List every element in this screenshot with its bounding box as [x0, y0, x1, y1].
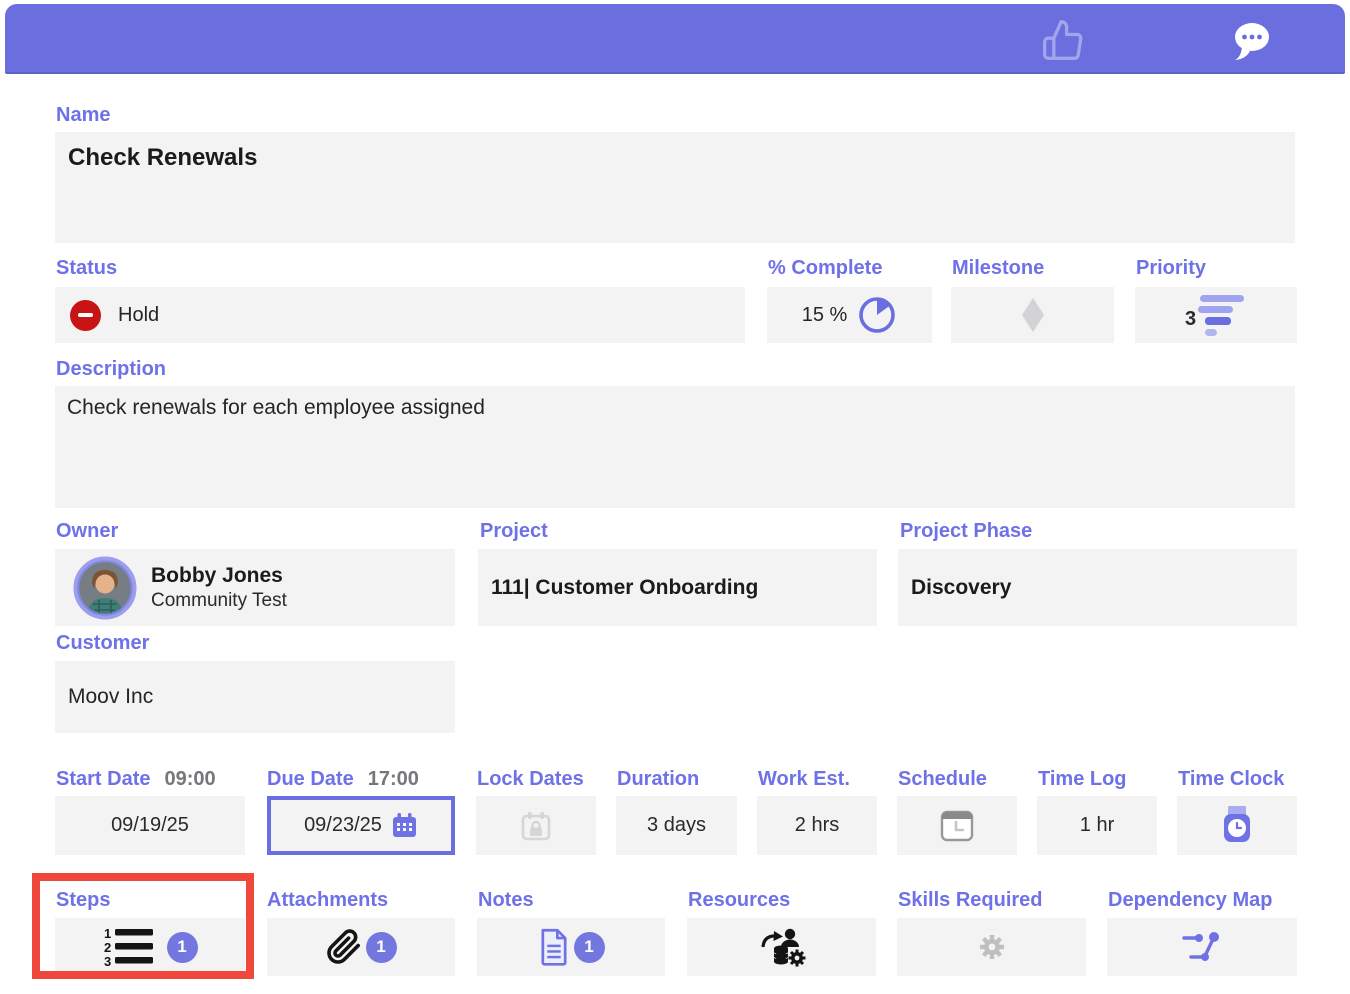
- milestone-label: Milestone: [952, 257, 1045, 279]
- work-est-field[interactable]: 2 hrs: [757, 796, 877, 855]
- node-link-icon: [1180, 928, 1224, 966]
- start-date-time: 09:00: [164, 768, 216, 790]
- start-date-label: Start Date 09:00: [56, 768, 216, 790]
- project-phase-field[interactable]: Discovery: [898, 549, 1297, 626]
- percent-complete-field[interactable]: 15 %: [767, 287, 932, 343]
- description-value: Check renewals for each employee assigne…: [67, 396, 485, 419]
- customer-value: Moov Inc: [68, 685, 154, 708]
- schedule-field[interactable]: [897, 796, 1017, 855]
- project-field[interactable]: 111| Customer Onboarding: [478, 549, 877, 626]
- work-est-label: Work Est.: [758, 768, 850, 790]
- resources-icon: [757, 925, 807, 969]
- start-date-value: 09/19/25: [111, 814, 189, 836]
- attachments-count-badge: 1: [365, 931, 397, 963]
- time-log-field[interactable]: 1 hr: [1037, 796, 1157, 855]
- calendar-lock-icon: [519, 809, 553, 843]
- schedule-label: Schedule: [898, 768, 987, 790]
- time-log-value: 1 hr: [1079, 814, 1115, 836]
- notes-field[interactable]: 1: [477, 918, 665, 976]
- svg-text:2: 2: [104, 940, 111, 955]
- project-phase-label: Project Phase: [900, 520, 1033, 542]
- notes-label: Notes: [478, 889, 534, 911]
- project-value: 111| Customer Onboarding: [491, 575, 759, 599]
- percent-complete-value: 15 %: [801, 303, 848, 326]
- work-est-value: 2 hrs: [794, 814, 840, 836]
- status-field[interactable]: Hold: [55, 287, 745, 343]
- attachments-label: Attachments: [267, 889, 389, 911]
- priority-value: 3: [1185, 308, 1197, 330]
- resources-field[interactable]: [687, 918, 876, 976]
- milestone-field[interactable]: [951, 287, 1114, 343]
- start-date-field[interactable]: 09/19/25: [55, 796, 245, 855]
- due-date-time: 17:00: [367, 768, 419, 790]
- lock-dates-label: Lock Dates: [477, 768, 584, 790]
- milestone-diamond-icon: [1018, 295, 1048, 335]
- status-value: Hold: [118, 303, 160, 326]
- customer-label: Customer: [56, 632, 150, 654]
- priority-label: Priority: [1136, 257, 1207, 279]
- calendar-icon: [391, 812, 418, 839]
- name-field[interactable]: Check Renewals: [55, 132, 1295, 243]
- pie-progress-icon: [857, 295, 897, 335]
- steps-label: Steps: [56, 889, 111, 911]
- time-log-label: Time Log: [1038, 768, 1127, 790]
- chat-bubble-icon[interactable]: [1227, 20, 1277, 64]
- time-clock-label: Time Clock: [1178, 768, 1285, 790]
- punch-clock-icon: [1219, 805, 1255, 847]
- name-value: Check Renewals: [68, 144, 258, 171]
- priority-bars-icon: 3: [1185, 292, 1247, 338]
- project-label: Project: [480, 520, 548, 542]
- status-hold-icon: [70, 299, 101, 331]
- name-label: Name: [56, 104, 111, 126]
- customer-field[interactable]: Moov Inc: [55, 661, 455, 733]
- thumbs-up-icon[interactable]: [1040, 18, 1086, 62]
- title-bar: [5, 4, 1345, 74]
- owner-field[interactable]: Bobby Jones Community Test: [55, 549, 455, 626]
- svg-text:1: 1: [104, 926, 111, 941]
- due-date-field[interactable]: 09/23/25: [267, 796, 455, 855]
- duration-field[interactable]: 3 days: [616, 796, 737, 855]
- time-clock-field[interactable]: [1177, 796, 1297, 855]
- resources-label: Resources: [688, 889, 791, 911]
- gear-icon: [975, 930, 1009, 964]
- due-date-value: 09/23/25: [304, 814, 382, 836]
- owner-org: Community Test: [151, 589, 287, 611]
- description-label: Description: [56, 358, 167, 380]
- project-phase-value: Discovery: [911, 575, 1012, 599]
- description-field[interactable]: Check renewals for each employee assigne…: [55, 386, 1295, 508]
- status-label: Status: [56, 257, 118, 279]
- calendar-clock-icon: [939, 809, 975, 843]
- dependency-map-label: Dependency Map: [1108, 889, 1273, 911]
- skills-required-field[interactable]: [897, 918, 1086, 976]
- document-icon: [538, 928, 570, 966]
- duration-label: Duration: [617, 768, 700, 790]
- attachments-field[interactable]: 1: [267, 918, 455, 976]
- avatar: [73, 556, 137, 620]
- paperclip-icon: [326, 929, 362, 965]
- notes-count-badge: 1: [573, 931, 605, 963]
- svg-text:3: 3: [104, 954, 111, 969]
- percent-complete-label: % Complete: [768, 257, 883, 279]
- lock-dates-field[interactable]: [476, 796, 596, 855]
- due-date-label: Due Date 17:00: [267, 768, 419, 790]
- steps-count-badge: 1: [166, 931, 198, 963]
- duration-value: 3 days: [647, 814, 706, 836]
- priority-field[interactable]: 3: [1135, 287, 1297, 343]
- owner-label: Owner: [56, 520, 119, 542]
- owner-name: Bobby Jones: [151, 563, 283, 587]
- dependency-map-field[interactable]: [1107, 918, 1297, 976]
- skills-required-label: Skills Required: [898, 889, 1043, 911]
